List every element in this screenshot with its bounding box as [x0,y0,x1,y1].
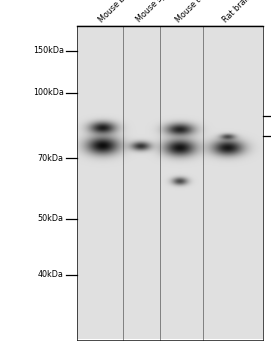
Text: Mouse spleen: Mouse spleen [135,0,180,25]
Text: 150kDa: 150kDa [33,46,64,55]
Text: Rat brain: Rat brain [221,0,254,25]
Text: 50kDa: 50kDa [38,214,64,223]
Text: 70kDa: 70kDa [38,154,64,163]
Text: Mouse testis: Mouse testis [174,0,216,25]
Text: 40kDa: 40kDa [38,270,64,279]
Text: Mouse brain: Mouse brain [97,0,138,25]
Text: 100kDa: 100kDa [33,88,64,97]
